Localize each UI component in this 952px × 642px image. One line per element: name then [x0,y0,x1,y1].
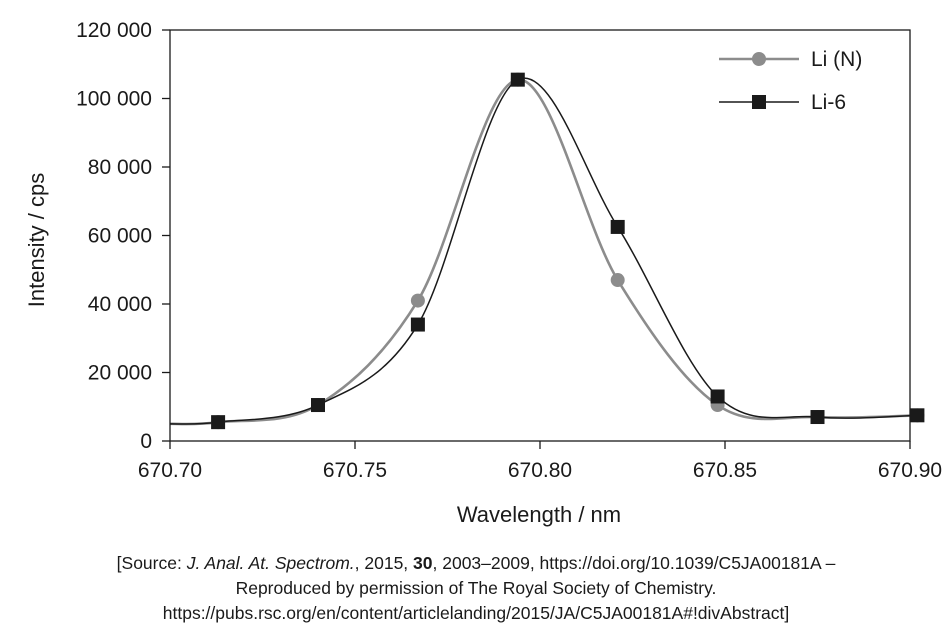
legend-marker-li-6 [752,95,766,109]
chart: 670.70 670.75 670.80 670.85 670.90 0 20 000 40 … [24,19,942,527]
axes: 670.70 670.75 670.80 670.85 670.90 0 20 000 40 … [76,19,942,482]
point-li-6 [710,389,725,404]
legend-marker-li-n [752,52,766,66]
source-open: [Source: [116,553,187,573]
y-tick-label: 100 000 [76,88,152,111]
series-line-li-6 [169,77,924,425]
x-tick-label: 670.80 [508,459,572,482]
point-li-6 [910,408,925,423]
x-tick-label: 670.75 [323,459,387,482]
source-volume: 30 [413,553,433,573]
point-li-6 [610,219,625,234]
y-axis-title: Intensity / cps [24,173,49,308]
legend-label-li-6: Li-6 [811,91,846,114]
source-rest: , 2003–2009, https://doi.org/10.1039/C5J… [432,553,836,573]
source-year: , 2015, [354,553,414,573]
source-citation: [Source: J. Anal. At. Spectrom., 2015, 3… [0,551,952,626]
y-tick-label: 120 000 [76,19,152,42]
legend: Li (N) Li-6 [719,48,862,114]
x-tick-label: 670.85 [693,459,757,482]
x-axis-title: Wavelength / nm [457,502,621,527]
point-li-6 [211,415,226,430]
point-li-n [410,293,425,308]
series-line-li-n [169,78,925,426]
y-tick-label: 0 [140,430,152,453]
point-li-6 [410,317,425,332]
point-li-6 [311,398,325,413]
x-tick-label: 670.70 [138,459,202,482]
point-li-n [610,273,625,288]
plot-area [169,72,925,430]
source-journal: J. Anal. At. Spectrom. [186,553,355,573]
x-tick-label: 670.90 [878,459,942,482]
point-li-6 [510,72,525,87]
source-line-2: Reproduced by permission of The Royal So… [235,578,717,598]
legend-label-li-n: Li (N) [811,48,862,71]
plot-frame [169,29,911,442]
point-li-6 [810,410,825,425]
source-line-3: https://pubs.rsc.org/en/content/articlel… [162,603,790,623]
y-tick-label: 60 000 [88,225,152,248]
y-tick-label: 20 000 [88,362,152,385]
y-tick-label: 40 000 [88,293,152,316]
y-tick-label: 80 000 [88,156,152,179]
source-line-1: [Source: J. Anal. At. Spectrom., 2015, 3… [0,551,952,576]
